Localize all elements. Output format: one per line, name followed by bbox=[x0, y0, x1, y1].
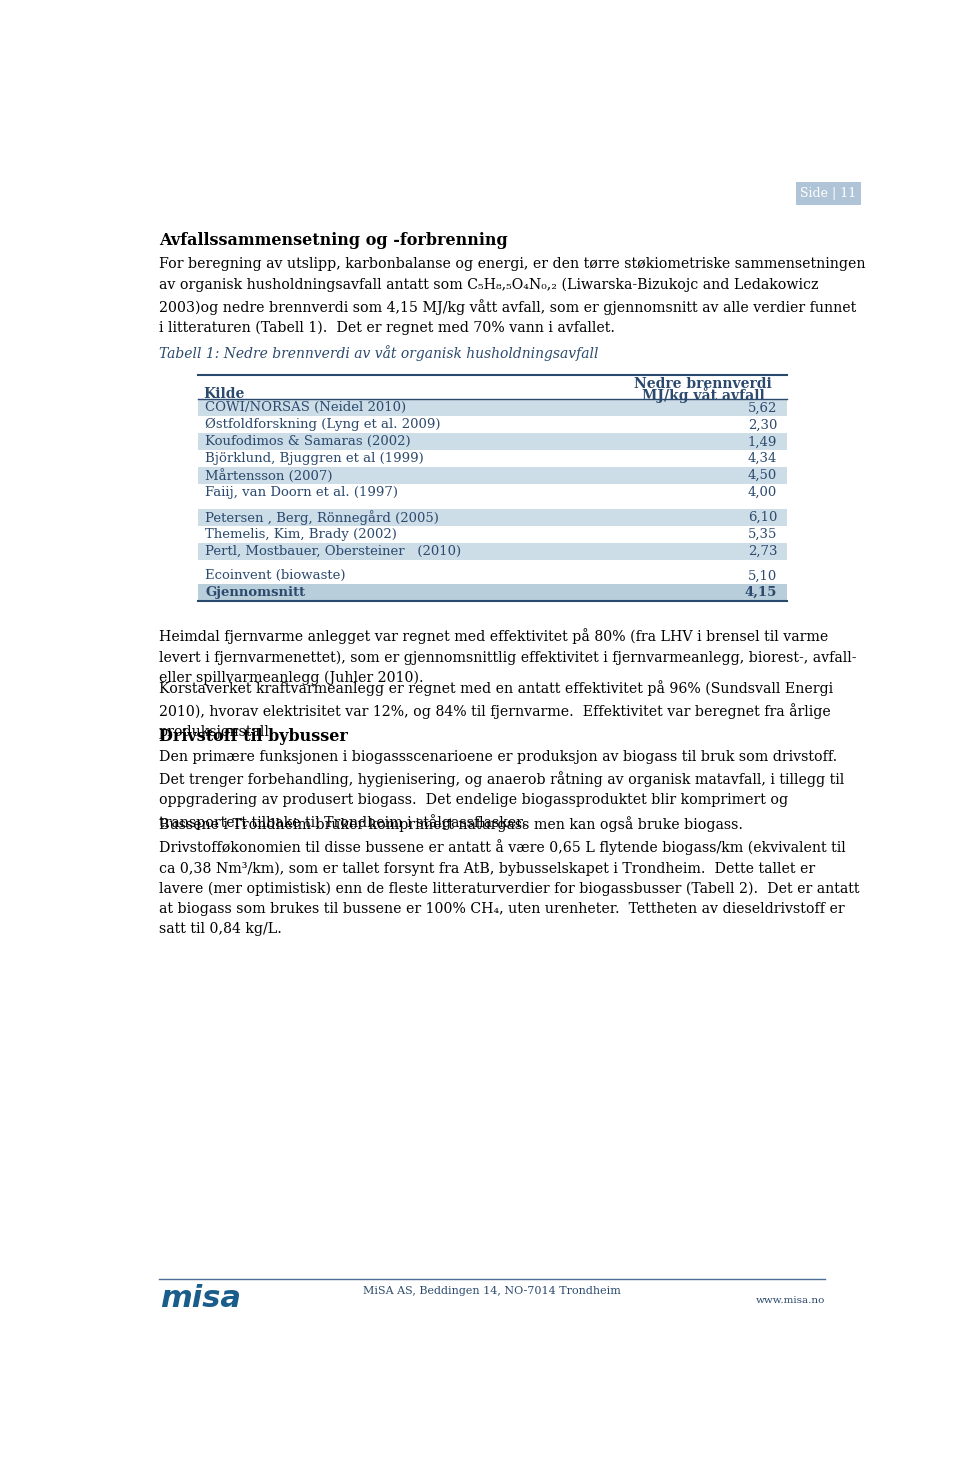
Text: Heimdal fjernvarme anlegget var regnet med effektivitet på 80% (fra LHV i brense: Heimdal fjernvarme anlegget var regnet m… bbox=[158, 628, 856, 686]
Text: 4,50: 4,50 bbox=[748, 470, 778, 482]
Text: Tabell 1: Nedre brennverdi av våt organisk husholdningsavfall: Tabell 1: Nedre brennverdi av våt organi… bbox=[158, 345, 598, 361]
Text: 5,62: 5,62 bbox=[748, 401, 778, 414]
Text: Nedre brennverdi: Nedre brennverdi bbox=[635, 377, 772, 390]
Bar bbox=[198, 467, 786, 484]
Bar bbox=[198, 433, 786, 451]
Text: COWI/NORSAS (Neidel 2010): COWI/NORSAS (Neidel 2010) bbox=[205, 401, 406, 414]
Text: 2,73: 2,73 bbox=[748, 545, 778, 558]
Text: Björklund, Bjuggren et al (1999): Björklund, Bjuggren et al (1999) bbox=[205, 452, 424, 465]
Text: Gjennomsnitt: Gjennomsnitt bbox=[205, 586, 305, 599]
Text: Petersen , Berg, Rönnegård (2005): Petersen , Berg, Rönnegård (2005) bbox=[205, 509, 439, 524]
Text: 1,49: 1,49 bbox=[748, 436, 778, 448]
Text: MiSA AS, Beddingen 14, NO-7014 Trondheim: MiSA AS, Beddingen 14, NO-7014 Trondheim bbox=[363, 1286, 621, 1296]
FancyBboxPatch shape bbox=[796, 182, 861, 206]
Text: MJ/kg våt avfall: MJ/kg våt avfall bbox=[642, 388, 764, 404]
Text: Themelis, Kim, Brady (2002): Themelis, Kim, Brady (2002) bbox=[205, 527, 397, 540]
Text: For beregning av utslipp, karbonbalanse og energi, er den tørre støkiometriske s: For beregning av utslipp, karbonbalanse … bbox=[158, 257, 865, 335]
Text: Bussene i Trondheim bruker komprimert naturgass men kan også bruke biogass.
Driv: Bussene i Trondheim bruker komprimert na… bbox=[158, 816, 859, 937]
Text: www.misa.no: www.misa.no bbox=[756, 1296, 826, 1305]
Text: 4,00: 4,00 bbox=[748, 486, 778, 499]
Text: Pertl, Mostbauer, Obersteiner   (2010): Pertl, Mostbauer, Obersteiner (2010) bbox=[205, 545, 462, 558]
Text: 2,30: 2,30 bbox=[748, 418, 778, 432]
Text: Østfoldforskning (Lyng et al. 2009): Østfoldforskning (Lyng et al. 2009) bbox=[205, 418, 441, 432]
Text: 5,10: 5,10 bbox=[748, 570, 778, 583]
Text: Koufodimos & Samaras (2002): Koufodimos & Samaras (2002) bbox=[205, 436, 411, 448]
Text: Ecoinvent (biowaste): Ecoinvent (biowaste) bbox=[205, 570, 346, 583]
Bar bbox=[198, 543, 786, 559]
Bar bbox=[198, 509, 786, 526]
Text: 4,15: 4,15 bbox=[745, 586, 778, 599]
Bar bbox=[198, 584, 786, 602]
Text: Den primære funksjonen i biogassscenarioene er produksjon av biogass til bruk so: Den primære funksjonen i biogassscenario… bbox=[158, 750, 844, 829]
Text: Kilde: Kilde bbox=[204, 388, 245, 401]
Text: 4,34: 4,34 bbox=[748, 452, 778, 465]
Text: Drivstoff til bybusser: Drivstoff til bybusser bbox=[158, 728, 348, 746]
Text: Mårtensson (2007): Mårtensson (2007) bbox=[205, 468, 333, 483]
Text: Avfallssammensetning og -forbrenning: Avfallssammensetning og -forbrenning bbox=[158, 232, 508, 248]
Text: misa: misa bbox=[160, 1284, 241, 1314]
Bar bbox=[198, 399, 786, 417]
Text: Faiij, van Doorn et al. (1997): Faiij, van Doorn et al. (1997) bbox=[205, 486, 398, 499]
Text: 6,10: 6,10 bbox=[748, 511, 778, 524]
Text: Side | 11: Side | 11 bbox=[801, 188, 856, 200]
Text: 5,35: 5,35 bbox=[748, 527, 778, 540]
Text: Korstaverket kraftvarmeanlegg er regnet med en antatt effektivitet på 96% (Sunds: Korstaverket kraftvarmeanlegg er regnet … bbox=[158, 681, 833, 740]
